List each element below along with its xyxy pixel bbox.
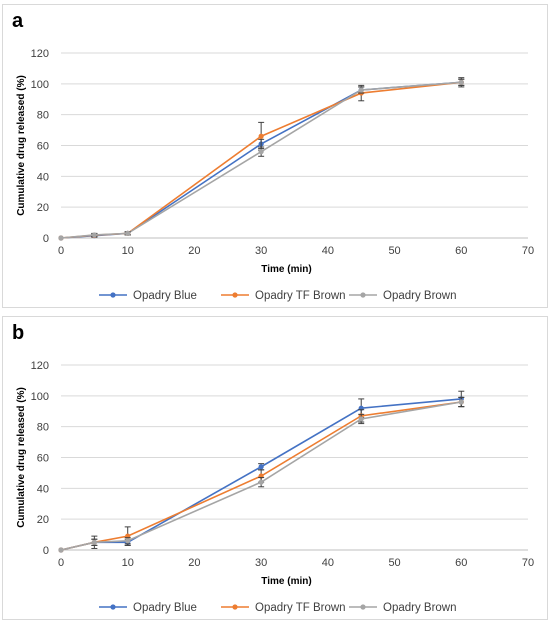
chart-b-y-axis-title: Cumulative drug released (%)	[16, 387, 27, 528]
chart-a-y-axis-title: Cumulative drug released (%)	[16, 75, 27, 216]
chart-a-xtick-label: 20	[188, 245, 200, 257]
chart-b-ytick-label: 120	[31, 360, 49, 372]
chart-a-ytick-label: 0	[43, 233, 49, 245]
chart-a-svg: 0 20 40 60 80 100 120 0 10 20 30 40 50 60 70 Time (min)…	[16, 48, 534, 302]
chart-b-legend-label: Opadry Brown	[383, 602, 457, 614]
chart-panel-a: a 0 20 40 60 80 100 120 0 10 20 30 40 50 60 70 Time (mi…	[2, 4, 548, 308]
chart-a-ytick-label: 120	[31, 48, 49, 60]
chart-b-data-point	[358, 416, 364, 422]
chart-a-series-line	[60, 81, 462, 239]
chart-a-xtick-label: 60	[455, 245, 467, 257]
chart-a-data-point	[358, 87, 364, 93]
chart-a-legend-marker	[110, 292, 116, 298]
chart-a-xtick-label: 10	[122, 245, 134, 257]
chart-b-data-point	[258, 479, 264, 485]
panel-label-b: b	[12, 322, 25, 344]
chart-b-xtick-label: 40	[322, 557, 334, 569]
chart-a-data-point	[458, 79, 464, 85]
chart-a-series-line	[60, 81, 462, 239]
chart-a-xtick-label: 70	[522, 245, 534, 257]
chart-a-data-point	[58, 235, 64, 241]
chart-b-data-point	[125, 538, 131, 544]
chart-b-legend-marker	[232, 604, 238, 610]
chart-b-data-point	[258, 464, 264, 470]
chart-a-ytick-label: 100	[31, 79, 49, 91]
chart-a-xtick-label: 30	[255, 245, 267, 257]
chart-b-data-point	[91, 539, 97, 545]
chart-b-legend-marker	[360, 604, 366, 610]
chart-b-ytick-label: 0	[43, 545, 49, 557]
chart-b-ytick-label: 40	[37, 483, 49, 495]
chart-b-ytick-label: 60	[37, 453, 49, 465]
chart-b-xtick-label: 0	[58, 557, 64, 569]
chart-b-xtick-label: 30	[255, 557, 267, 569]
chart-b-xtick-label: 20	[188, 557, 200, 569]
chart-a-legend-label: Opadry TF Brown	[255, 290, 346, 302]
chart-b-ytick-label: 100	[31, 391, 49, 403]
chart-a-xtick-label: 50	[388, 245, 400, 257]
chart-b-xtick-label: 50	[388, 557, 400, 569]
chart-a-legend-label: Opadry Blue	[133, 290, 197, 302]
chart-b-data-point	[58, 547, 64, 553]
chart-a-data-point	[91, 232, 97, 238]
chart-b-legend-label: Opadry Blue	[133, 602, 197, 614]
chart-a-xtick-label: 0	[58, 245, 64, 257]
chart-b-x-axis-title: Time (min)	[261, 576, 311, 587]
chart-b-ytick-label: 20	[37, 514, 49, 526]
panel-label-a: a	[12, 10, 24, 32]
chart-a-legend-label: Opadry Brown	[383, 290, 457, 302]
chart-b-xtick-label: 10	[122, 557, 134, 569]
chart-a-ytick-label: 60	[37, 141, 49, 153]
chart-b-ytick-label: 80	[37, 422, 49, 434]
chart-b-legend-marker	[110, 604, 116, 610]
chart-panel-b: b 0 20 40 60 80 100 120 0 10 20 30 40 50 60 70 Time (mi…	[2, 316, 548, 620]
chart-a-series-line	[60, 81, 462, 239]
chart-b-legend-label: Opadry TF Brown	[255, 602, 346, 614]
chart-a-legend-marker	[360, 292, 366, 298]
chart-a-ytick-label: 20	[37, 202, 49, 214]
chart-a-ytick-label: 40	[37, 171, 49, 183]
chart-a-x-axis-title: Time (min)	[261, 264, 311, 275]
chart-b-xtick-label: 70	[522, 557, 534, 569]
chart-a-data-point	[258, 133, 264, 139]
chart-a-xtick-label: 40	[322, 245, 334, 257]
chart-b-data-point	[458, 399, 464, 405]
chart-a-ytick-label: 80	[37, 110, 49, 122]
chart-a-legend-marker	[232, 292, 238, 298]
chart-a-data-point	[258, 149, 264, 155]
chart-b-xtick-label: 60	[455, 557, 467, 569]
chart-b-svg: 0 20 40 60 80 100 120 0 10 20 30 40 50 60 70 Time (min)…	[16, 360, 534, 614]
chart-a-data-point	[125, 230, 131, 236]
chart-b-series-line	[60, 401, 462, 551]
